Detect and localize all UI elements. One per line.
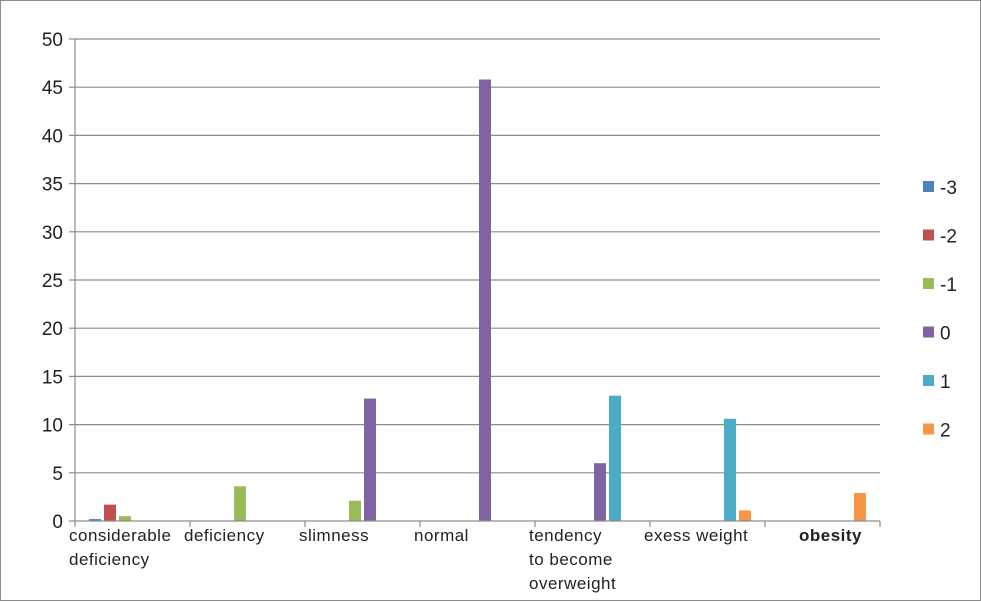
y-tick-label: 25	[42, 271, 63, 292]
y-tick-label: 30	[42, 223, 63, 244]
y-tick-label: 35	[42, 175, 63, 196]
x-category-label: obesity	[799, 526, 862, 545]
bar--1-1	[234, 486, 246, 521]
x-category-label: normal	[414, 526, 469, 545]
y-tick-label: 15	[42, 367, 63, 388]
y-tick-label: 10	[42, 416, 63, 437]
legend-label: -3	[940, 178, 957, 199]
bar-2-6	[854, 493, 866, 521]
bar-0-3	[479, 79, 491, 521]
bar-0-4	[594, 463, 606, 521]
bar-0-2	[364, 398, 376, 521]
legend-label: 0	[940, 324, 951, 345]
y-tick-label: 20	[42, 319, 63, 340]
legend-swatch	[923, 326, 934, 338]
legend-swatch	[923, 229, 934, 241]
x-category-label: deficiency	[184, 526, 265, 545]
x-category-label: considerable	[69, 526, 171, 545]
x-category-label: exess weight	[644, 526, 748, 545]
bar--1-0	[119, 516, 131, 521]
bar-2-5	[739, 510, 751, 521]
bar-1-5	[724, 418, 736, 521]
x-category-label: to become	[529, 550, 613, 569]
legend-label: -1	[940, 275, 957, 296]
y-tick-label: 40	[42, 126, 63, 147]
legend-swatch	[923, 278, 934, 289]
bar-1-4	[609, 395, 621, 521]
legend-label: 1	[940, 372, 951, 393]
legend-label: -2	[940, 227, 957, 248]
bar--1-2	[349, 500, 361, 521]
legend-label: 2	[940, 421, 951, 442]
bar--2-0	[104, 504, 116, 521]
x-category-label: deficiency	[69, 550, 150, 569]
y-tick-label: 45	[42, 78, 63, 99]
legend-swatch	[923, 375, 934, 386]
x-category-label: tendency	[529, 526, 602, 545]
y-tick-label: 50	[42, 30, 63, 51]
y-tick-label: 5	[52, 464, 63, 485]
bar--3-0	[89, 519, 101, 521]
x-category-label: slimness	[299, 526, 369, 545]
y-tick-label: 0	[52, 512, 63, 533]
legend-swatch	[923, 181, 934, 192]
legend-swatch	[923, 423, 934, 435]
x-category-label: overweight	[529, 574, 616, 593]
